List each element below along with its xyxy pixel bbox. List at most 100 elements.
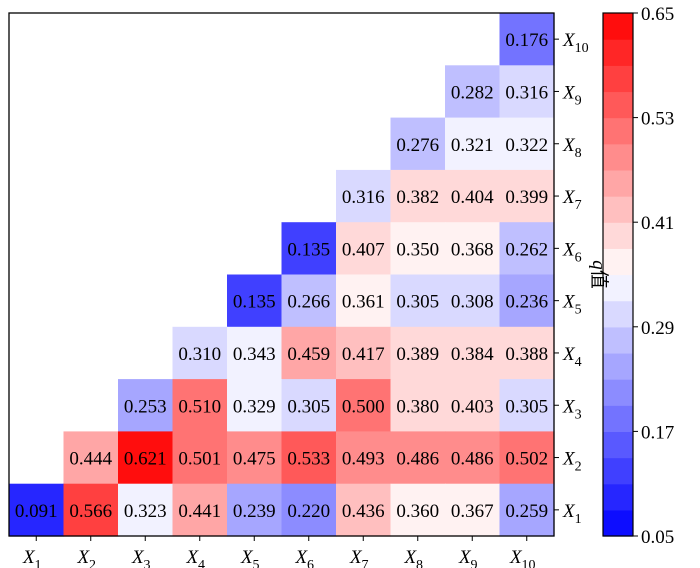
cell-X4-X9 xyxy=(445,326,501,380)
cell-value-label: 0.239 xyxy=(233,501,276,522)
cell-value-label: 0.533 xyxy=(287,449,330,470)
cell-value-label: 0.305 xyxy=(505,396,548,417)
cell-X2-X7 xyxy=(336,431,392,485)
cell-value-label: 0.441 xyxy=(178,501,221,522)
x-tick-label: X9 xyxy=(458,547,478,568)
cell-value-label: 0.308 xyxy=(451,292,494,313)
cell-X2-X6 xyxy=(281,431,337,485)
cell-X8-X10 xyxy=(499,117,555,171)
colorbar-frame xyxy=(602,12,634,537)
cell-X1-X4 xyxy=(172,483,228,537)
cell-value-label: 0.236 xyxy=(505,292,548,313)
cell-X1-X10 xyxy=(499,483,555,537)
cell-X1-X8 xyxy=(390,483,446,537)
cell-value-label: 0.316 xyxy=(505,82,548,103)
cell-value-label: 0.486 xyxy=(396,449,439,470)
cell-X6-X10 xyxy=(499,222,555,276)
cell-value-label: 0.262 xyxy=(505,239,548,260)
cell-X7-X10 xyxy=(499,169,555,223)
y-tick-label: X1 xyxy=(562,501,582,527)
cell-X1-X7 xyxy=(336,483,392,537)
colorbar-segment xyxy=(603,274,633,302)
cell-value-label: 0.417 xyxy=(342,344,385,365)
cell-value-label: 0.407 xyxy=(342,239,385,260)
cell-X2-X5 xyxy=(227,431,283,485)
colorbar-segment xyxy=(603,117,633,145)
cell-X3-X4 xyxy=(172,379,228,432)
cell-X1-X5 xyxy=(227,483,283,537)
cell-X2-X4 xyxy=(172,431,228,485)
cell-value-label: 0.321 xyxy=(451,135,494,156)
cell-X4-X8 xyxy=(390,326,446,380)
x-tick-label: X2 xyxy=(76,547,96,568)
colorbar-segment xyxy=(603,196,633,223)
x-tick-label: X4 xyxy=(185,547,205,568)
cell-value-label: 0.368 xyxy=(451,239,494,260)
cell-X6-X9 xyxy=(445,222,501,276)
colorbar-segment xyxy=(603,169,633,197)
cell-X4-X6 xyxy=(281,326,337,380)
cell-X5-X8 xyxy=(390,274,446,328)
cell-X3-X9 xyxy=(445,379,501,432)
cell-value-label: 0.305 xyxy=(396,292,439,313)
colorbar-segment xyxy=(603,143,633,171)
cell-value-label: 0.436 xyxy=(342,501,385,522)
plot-frame xyxy=(8,12,555,537)
cell-value-label: 0.388 xyxy=(505,344,548,365)
cell-value-label: 0.259 xyxy=(505,501,548,522)
colorbar-segment xyxy=(603,300,633,328)
colorbar-tick-label: 0.41 xyxy=(641,213,674,234)
y-axis-right: X10 X9 X8 X7 X6 X5 X4 X3 X2 X1 xyxy=(554,30,589,527)
colorbar-segment xyxy=(603,457,633,485)
cell-value-label: 0.501 xyxy=(178,449,221,470)
cell-X1-X1 xyxy=(9,483,65,537)
cell-X3-X5 xyxy=(227,379,283,432)
cell-value-label: 0.091 xyxy=(15,501,58,522)
cell-value-label: 0.367 xyxy=(451,501,494,522)
colorbar-segment xyxy=(603,222,633,249)
cell-value-label: 0.502 xyxy=(505,449,548,470)
cell-value-label: 0.323 xyxy=(124,501,167,522)
cell-X2-X10 xyxy=(499,431,555,485)
cell-value-label: 0.343 xyxy=(233,344,276,365)
colorbar-segment xyxy=(603,326,633,354)
cell-value-label: 0.475 xyxy=(233,449,276,470)
cell-X5-X10 xyxy=(499,274,555,328)
x-tick-label: X3 xyxy=(131,547,151,568)
cell-X3-X7 xyxy=(336,379,392,432)
cell-X2-X2 xyxy=(63,431,119,485)
heatmap-cells xyxy=(9,13,555,537)
cell-value-label: 0.135 xyxy=(287,239,330,260)
cell-X5-X6 xyxy=(281,274,337,328)
x-tick-label: X8 xyxy=(403,547,423,568)
colorbar-segment xyxy=(603,405,633,432)
cell-value-label: 0.135 xyxy=(233,292,276,313)
colorbar-segment xyxy=(603,13,633,40)
cell-value-label: 0.220 xyxy=(287,501,330,522)
y-tick-label: X4 xyxy=(562,344,582,370)
colorbar-label: q值 xyxy=(588,260,610,289)
cell-value-label: 0.500 xyxy=(342,396,385,417)
cell-X3-X8 xyxy=(390,379,446,432)
cell-value-label: 0.382 xyxy=(396,187,439,208)
cell-value-label: 0.322 xyxy=(505,135,548,156)
cell-X10-X10 xyxy=(499,13,555,66)
cell-X3-X6 xyxy=(281,379,337,432)
cell-X9-X9 xyxy=(445,65,501,119)
colorbar-segment xyxy=(603,379,633,406)
cell-value-label: 0.510 xyxy=(178,396,221,417)
cell-X1-X9 xyxy=(445,483,501,537)
colorbar-segment xyxy=(603,483,633,511)
cell-value-label: 0.399 xyxy=(505,187,548,208)
cell-value-label: 0.176 xyxy=(505,30,548,51)
cell-value-label: 0.380 xyxy=(396,396,439,417)
cell-value-labels: 0.176 0.282 0.316 0.276 0.321 0.322 0.316 0.382… xyxy=(15,30,548,522)
colorbar: 0.05 0.17 0.29 0.41 0.53 0.65 q值 xyxy=(588,4,674,548)
colorbar-segment xyxy=(603,509,633,537)
cell-value-label: 0.276 xyxy=(396,135,439,156)
cell-value-label: 0.459 xyxy=(287,344,330,365)
cell-value-label: 0.360 xyxy=(396,501,439,522)
cell-X6-X7 xyxy=(336,222,392,276)
y-tick-label: X3 xyxy=(562,396,582,422)
x-tick-label: X7 xyxy=(349,547,369,568)
